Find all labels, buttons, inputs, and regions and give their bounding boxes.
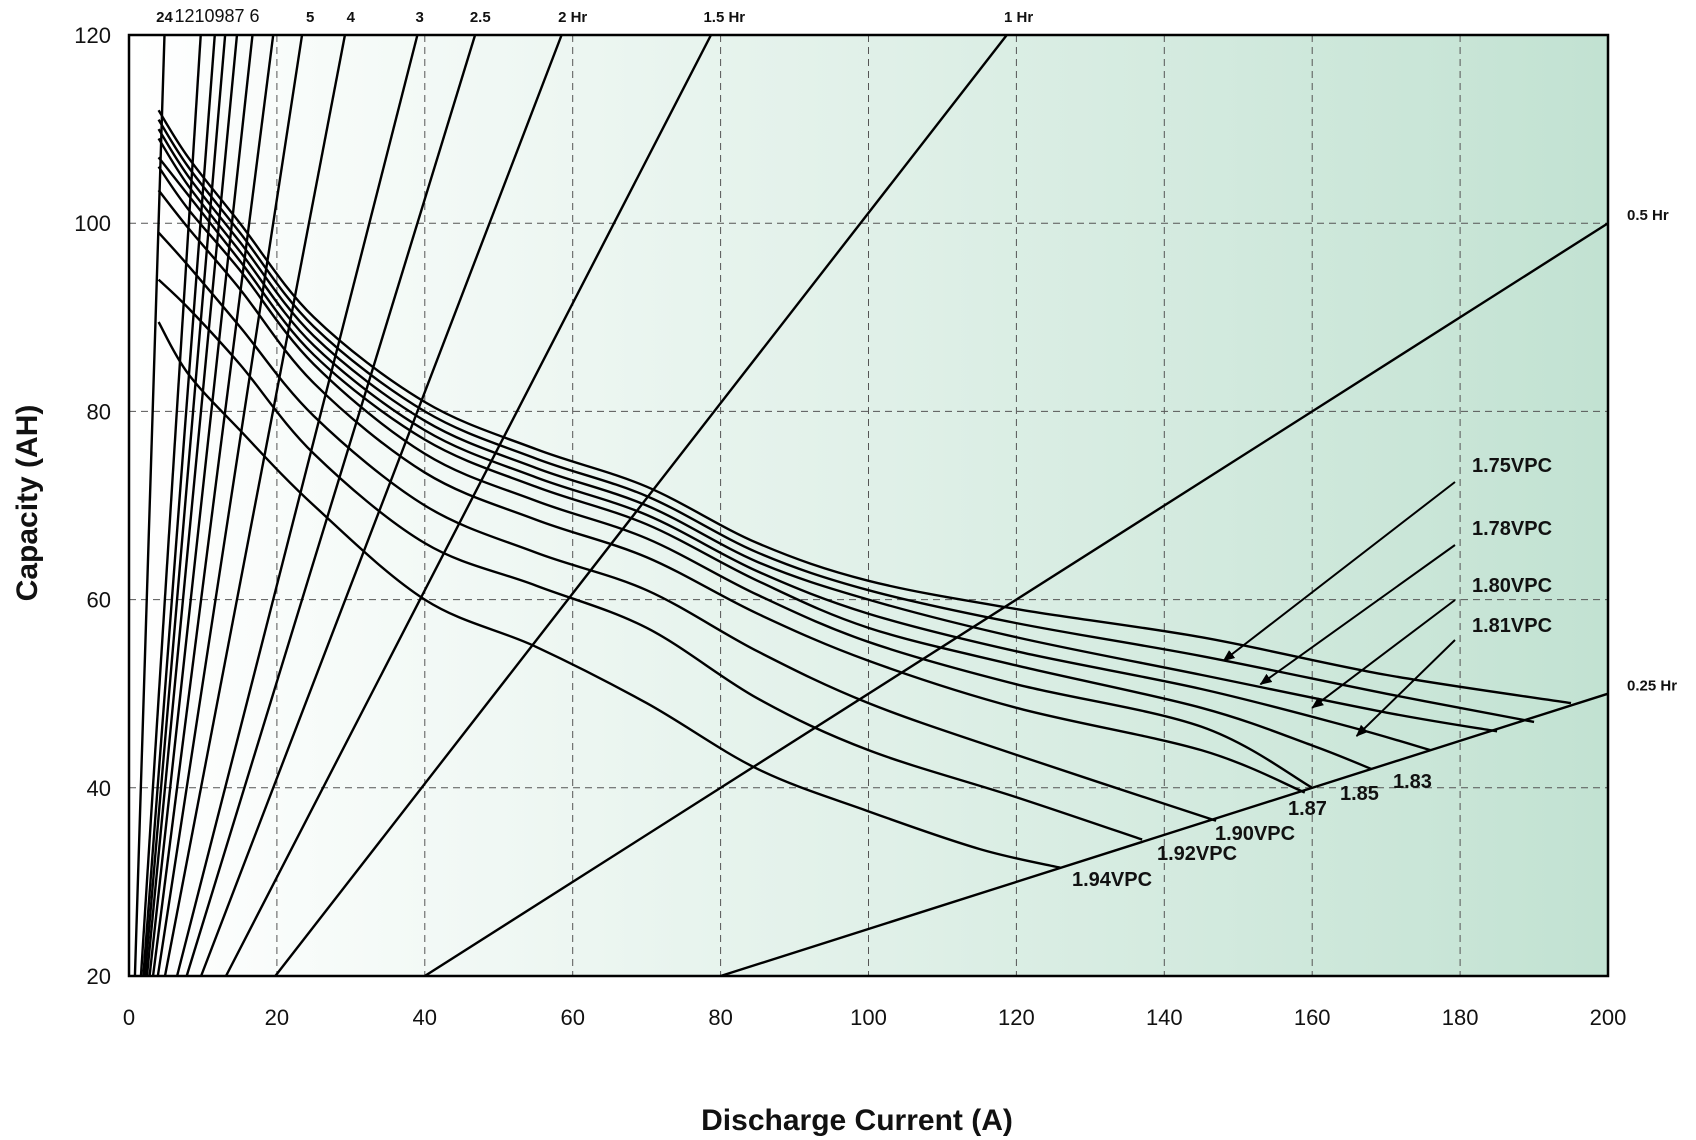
x-tick-label: 80 [708, 1005, 732, 1030]
x-axis-title: Discharge Current (A) [701, 1104, 1013, 1137]
vpc-label: 1.87 [1288, 798, 1327, 820]
x-tick-label: 140 [1146, 1005, 1183, 1030]
capacity-curves [157, 109, 1572, 869]
rate-top-label: 1 Hr [1004, 9, 1033, 26]
arrow-line [1311, 599, 1456, 709]
rate-top-labels: 24 1210987 6 5 4 3 2.5 2 Hr 1.5 Hr 1 Hr 0.5 Hr 0.2… [156, 6, 1677, 695]
rate-side-label: 0.25 Hr [1627, 678, 1677, 695]
vpc-label: 1.75VPC [1472, 455, 1552, 477]
rate-top-label: 1210987 6 [174, 6, 259, 26]
arrow-line [1259, 544, 1456, 686]
capacity-curve [157, 137, 1431, 752]
rate-top-label: 4 [347, 9, 356, 26]
x-tick-label: 0 [123, 1005, 135, 1030]
rate-line [199, 34, 563, 977]
rate-top-label: 5 [306, 9, 314, 26]
vpc-label: 1.94VPC [1072, 869, 1152, 891]
x-tick-label: 20 [265, 1005, 289, 1030]
rate-line [720, 692, 1609, 978]
x-tick-label: 60 [560, 1005, 584, 1030]
y-tick-label: 40 [87, 776, 111, 801]
rate-line [151, 34, 275, 977]
rate-line [175, 34, 419, 977]
capacity-curve [157, 166, 1313, 789]
rate-top-label: 24 [156, 9, 173, 26]
rate-line [142, 34, 216, 977]
capacity-curve [157, 128, 1498, 733]
y-tick-label: 100 [74, 211, 111, 236]
y-axis-title: Capacity (AH) [11, 405, 44, 602]
capacity-curve [157, 156, 1372, 771]
discharge-rate-lines [133, 34, 1609, 978]
capacity-curve [157, 109, 1572, 705]
rate-line [224, 34, 713, 977]
x-tick-label: 200 [1590, 1005, 1627, 1030]
x-tick-label: 120 [998, 1005, 1035, 1030]
rate-top-label: 1.5 Hr [703, 9, 745, 26]
arrow-line [1222, 481, 1456, 662]
rate-line [424, 222, 1609, 978]
capacity-curve [157, 278, 1143, 841]
vpc-label: 1.92VPC [1157, 843, 1237, 865]
rate-top-label: 3 [415, 9, 423, 26]
capacity-curve [157, 189, 1306, 794]
y-tick-label: 120 [74, 23, 111, 48]
x-tick-label: 40 [413, 1005, 437, 1030]
rate-line [185, 34, 477, 977]
y-tick-label: 80 [87, 399, 111, 424]
rate-line [163, 34, 347, 977]
vpc-label: 1.90VPC [1215, 823, 1295, 845]
vpc-label: 1.80VPC [1472, 575, 1552, 597]
rate-line [139, 34, 202, 977]
vpc-label: 1.78VPC [1472, 518, 1552, 540]
capacity-curve [157, 231, 1217, 822]
rate-top-label: 2 Hr [558, 9, 587, 26]
curve-annotations: 1.75VPC 1.78VPC 1.80VPC 1.81VPC 1.83 1.85 1.87… [1072, 455, 1552, 891]
y-tick-label: 20 [87, 964, 111, 989]
rate-top-label: 2.5 [470, 9, 491, 26]
capacity-curve [157, 119, 1535, 724]
x-tick-label: 160 [1294, 1005, 1331, 1030]
plot-frame [127, 33, 1610, 978]
rate-side-label: 0.5 Hr [1627, 207, 1669, 224]
rate-line [148, 34, 254, 977]
rate-line [145, 34, 239, 977]
y-tick-label: 60 [87, 588, 111, 613]
rate-line [274, 34, 1008, 977]
vpc-label: 1.85 [1340, 783, 1379, 805]
y-tick-labels: 20 40 60 80 100 120 [74, 23, 111, 989]
capacity-curve [157, 321, 1062, 869]
vpc-label: 1.81VPC [1472, 615, 1552, 637]
rate-line [156, 34, 304, 977]
vpc-label: 1.83 [1393, 771, 1432, 793]
rate-line [143, 34, 227, 977]
x-tick-label: 180 [1442, 1005, 1479, 1030]
arrow-line [1355, 639, 1456, 737]
x-tick-label: 100 [850, 1005, 887, 1030]
x-tick-labels: 0 20 40 60 80 100 120 140 160 180 200 [123, 1005, 1626, 1030]
